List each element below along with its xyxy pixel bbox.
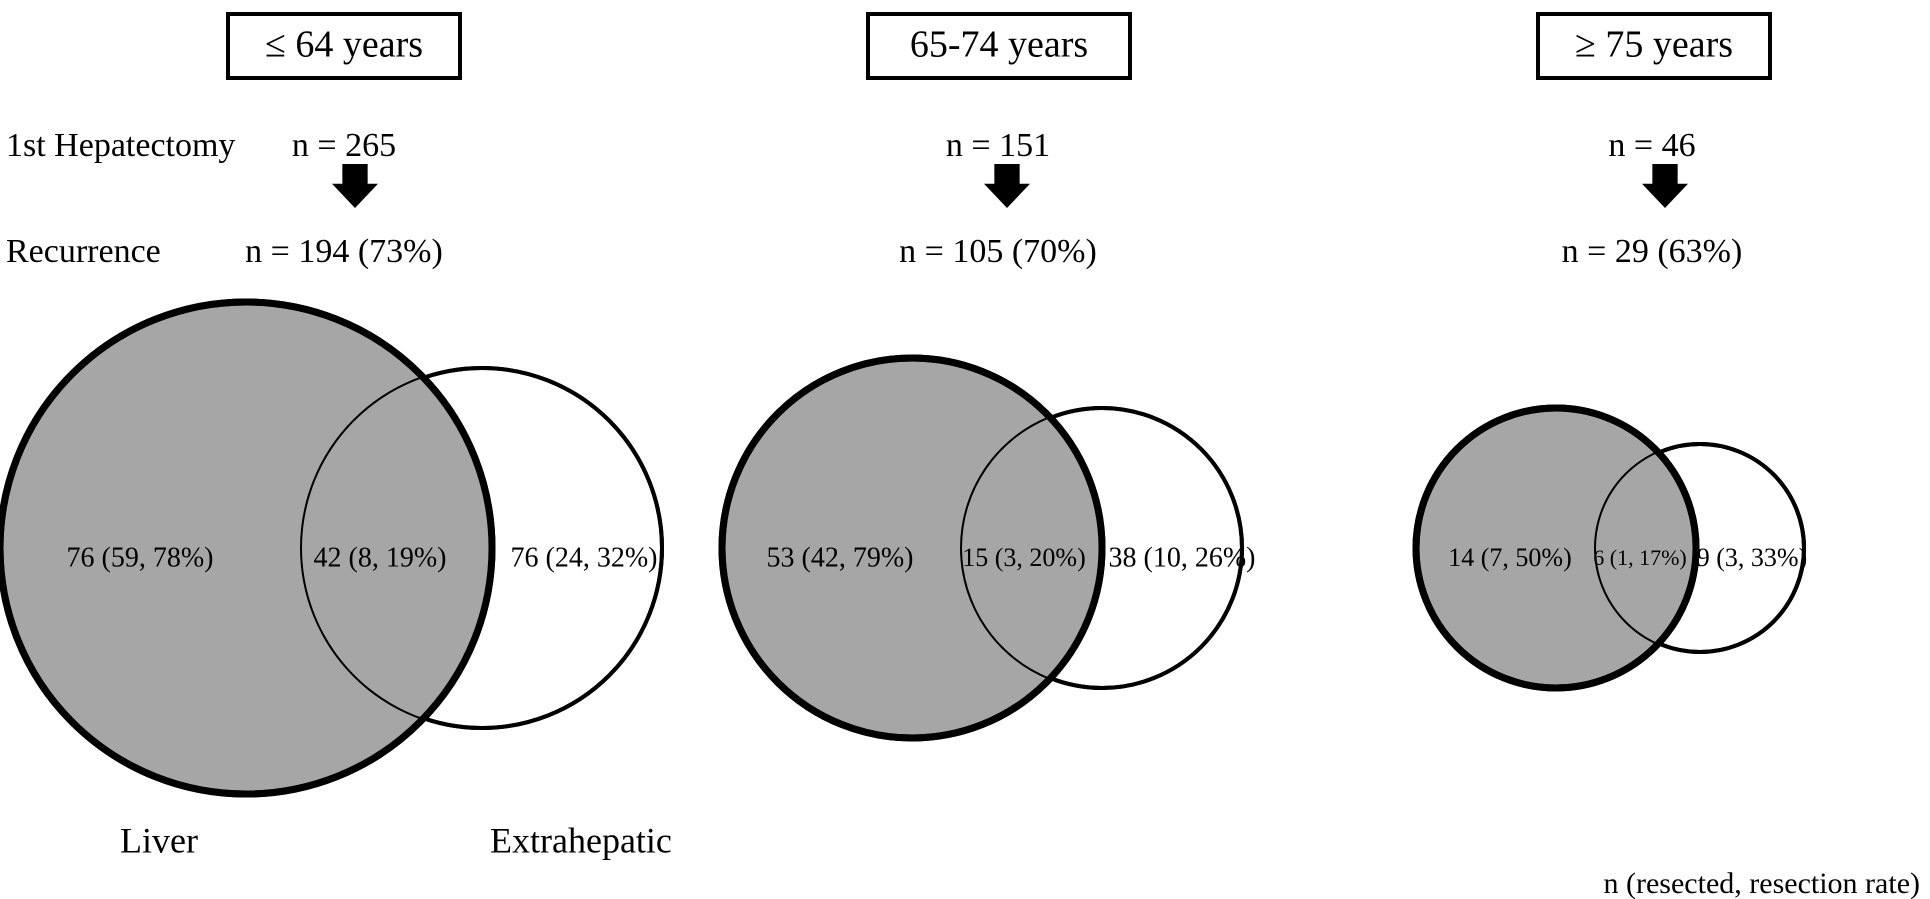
venn-value-intersection: 15 (3, 20%) xyxy=(962,543,1085,572)
hepatectomy-n: n = 46 xyxy=(1608,127,1695,164)
venn-value-extra-only: 9 (3, 33%) xyxy=(1697,543,1807,572)
venn-value-intersection: 42 (8, 19%) xyxy=(314,542,447,573)
row-label-hepatectomy: 1st Hepatectomy xyxy=(6,127,235,164)
down-arrow-icon xyxy=(332,164,378,208)
venn-value-extra-only: 76 (24, 32%) xyxy=(511,542,658,573)
venn-value-liver-only: 53 (42, 79%) xyxy=(767,542,914,573)
set-label-liver: Liver xyxy=(120,820,198,860)
set-label-extrahepatic: Extrahepatic xyxy=(490,820,672,860)
footnote: n (resected, resection rate) xyxy=(1604,867,1920,899)
venn-figure: 1st Hepatectomy Recurrence ≤ 64 years n = 2… xyxy=(0,0,1930,899)
age-group-title: ≥ 75 years xyxy=(1575,24,1733,66)
recurrence-n: n = 194 (73%) xyxy=(245,233,443,270)
venn-value-intersection: 6 (1, 17%) xyxy=(1593,545,1686,570)
recurrence-n: n = 29 (63%) xyxy=(1562,233,1743,270)
recurrence-n: n = 105 (70%) xyxy=(899,233,1097,270)
row-label-recurrence: Recurrence xyxy=(6,233,161,270)
venn-value-liver-only: 14 (7, 50%) xyxy=(1448,543,1571,572)
down-arrow-icon xyxy=(1642,164,1688,208)
hepatectomy-n: n = 265 xyxy=(292,127,396,164)
hepatectomy-n: n = 151 xyxy=(946,127,1050,164)
down-arrow-icon xyxy=(984,164,1030,208)
age-group-title: 65-74 years xyxy=(910,24,1088,66)
venn-value-liver-only: 76 (59, 78%) xyxy=(67,542,214,573)
age-group-title: ≤ 64 years xyxy=(265,24,423,66)
venn-value-extra-only: 38 (10, 26%) xyxy=(1109,542,1256,573)
